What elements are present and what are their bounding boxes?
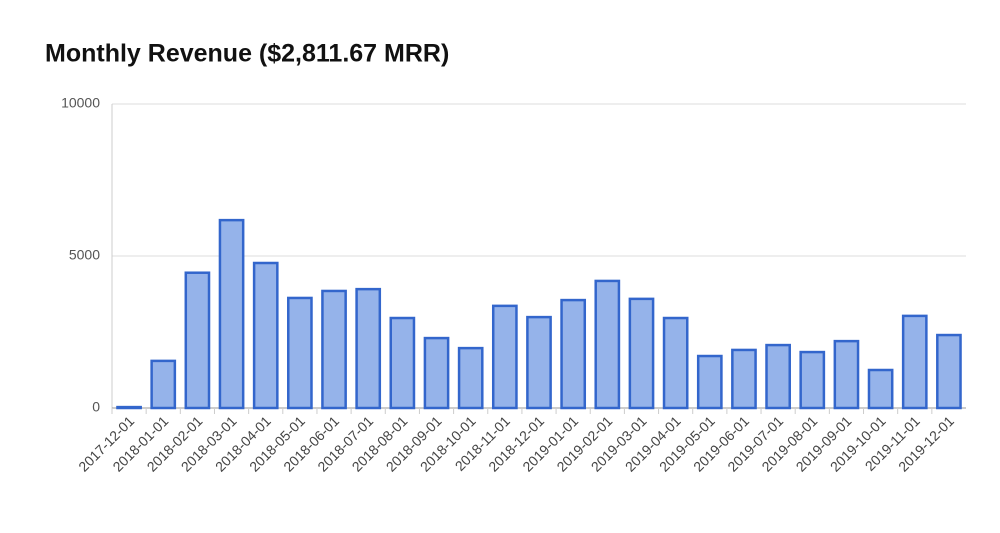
bar <box>765 343 791 410</box>
bar <box>287 296 313 410</box>
bar <box>355 287 382 410</box>
chart-title: Monthly Revenue ($2,811.67 MRR) <box>45 40 449 68</box>
bar <box>696 354 723 410</box>
bar <box>321 289 347 410</box>
bar <box>628 297 655 410</box>
bar <box>184 271 211 410</box>
bar <box>594 279 621 410</box>
bar <box>252 261 279 410</box>
y-tick-label: 10000 <box>61 95 100 111</box>
bar <box>116 405 142 410</box>
bar <box>833 339 860 410</box>
bar <box>423 336 450 410</box>
bar <box>799 350 826 410</box>
bar <box>526 315 552 410</box>
bar <box>389 316 416 410</box>
y-tick-label: 0 <box>92 399 100 415</box>
y-tick-label: 5000 <box>69 247 100 263</box>
bar <box>560 298 587 410</box>
bar <box>867 368 894 410</box>
bar <box>901 314 928 410</box>
bar <box>731 348 757 410</box>
bar <box>457 346 484 410</box>
bar <box>662 316 689 410</box>
bar <box>491 304 518 410</box>
bar <box>150 359 177 410</box>
bar <box>936 333 962 410</box>
bar <box>218 218 245 410</box>
